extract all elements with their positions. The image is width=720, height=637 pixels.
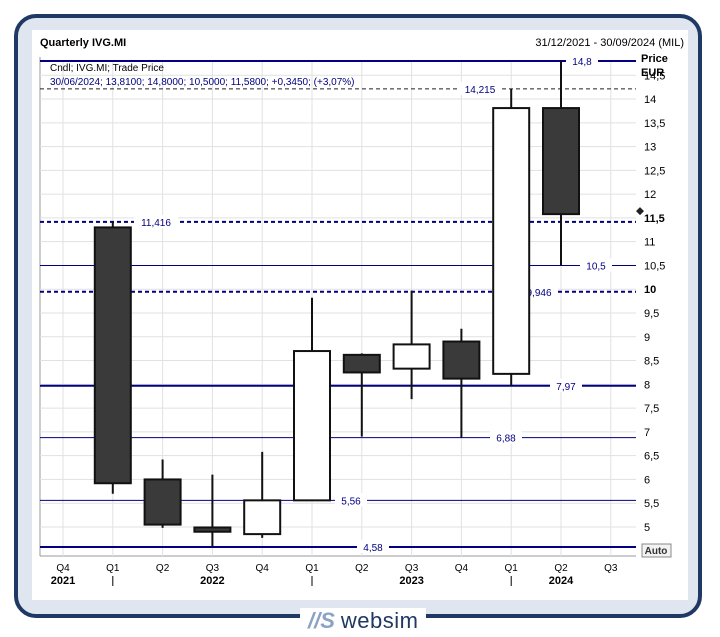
level-label-bg bbox=[550, 378, 582, 392]
y-tick-label: 14,5 bbox=[644, 70, 665, 82]
websim-logo-icon: //S bbox=[308, 608, 335, 633]
candle-body bbox=[542, 107, 580, 216]
y-tick-label: 9 bbox=[644, 332, 650, 344]
y-tick-label: 12 bbox=[644, 189, 656, 201]
y-tick-label: 6 bbox=[644, 474, 650, 486]
y-tick-label: 5,5 bbox=[644, 498, 659, 510]
candle bbox=[492, 88, 531, 386]
x-tick-label: Q2 bbox=[554, 563, 568, 574]
y-axis: 5 5,5 6 6,5 7 7,5 8 8,5 9 9,5 10 10,5 11 11,5 12 12,5 13… bbox=[644, 70, 665, 534]
legend-series: Cndl; IVG.MI; Trade Price bbox=[50, 63, 164, 74]
candle-body bbox=[442, 340, 481, 380]
x-tick-label: Q3 bbox=[405, 563, 419, 574]
level-label: 14,8 bbox=[572, 57, 592, 68]
candle bbox=[243, 451, 282, 538]
level-label-bg bbox=[134, 214, 178, 228]
y-tick-label: 7,5 bbox=[644, 403, 659, 415]
level-label-bg bbox=[580, 258, 612, 272]
y-tick-label: 11 bbox=[644, 237, 655, 249]
candle bbox=[442, 328, 481, 438]
level-label: 7,97 bbox=[556, 382, 576, 393]
y-tick-label: 13,5 bbox=[644, 118, 665, 130]
y-tick-label: 10 bbox=[644, 284, 656, 296]
candle-body bbox=[392, 343, 431, 370]
date-range: 31/12/2021 - 30/09/2024 (MIL) bbox=[535, 37, 684, 49]
candle-body bbox=[293, 350, 331, 502]
candle-body bbox=[342, 353, 381, 374]
candle bbox=[542, 61, 580, 266]
websim-logo-text: websim bbox=[340, 608, 419, 633]
last-price-diamond bbox=[636, 207, 644, 216]
y-tick-label: 10,5 bbox=[644, 260, 665, 272]
y-tick-label: 14 bbox=[644, 94, 656, 106]
websim-logo: //S websim bbox=[300, 608, 427, 634]
year-label: 2024 bbox=[549, 575, 574, 587]
candle-body bbox=[143, 478, 182, 526]
x-tick-label: Q1 bbox=[305, 563, 319, 574]
level-label-bg bbox=[335, 493, 367, 507]
x-tick-label: Q1 bbox=[505, 563, 519, 574]
x-tick-label: Q2 bbox=[355, 563, 369, 574]
axis-unit: EUR bbox=[641, 67, 664, 79]
candle-body bbox=[243, 499, 282, 536]
axis-title-price: Price bbox=[641, 53, 668, 65]
x-tick-label: Q4 bbox=[56, 563, 70, 574]
x-tick-label: Q3 bbox=[604, 563, 618, 574]
candle-body bbox=[193, 526, 232, 533]
x-axis: Q4 Q1 Q2 Q3 Q4 Q1 Q2 Q3 Q4 Q1 Q2 Q3 2021 2022 2023 2024 bbox=[51, 563, 618, 587]
y-tick-label: 11,5 bbox=[644, 213, 665, 225]
y-tick-label: 8 bbox=[644, 379, 650, 391]
y-tick-label: 13 bbox=[644, 142, 656, 154]
candle bbox=[93, 221, 132, 494]
y-tick-label: 6,5 bbox=[644, 451, 659, 463]
candle-body bbox=[93, 226, 132, 485]
level-label: 9,946 bbox=[526, 288, 551, 299]
candle bbox=[392, 290, 431, 400]
year-label: 2021 bbox=[51, 575, 75, 587]
y-tick-label: 9,5 bbox=[644, 308, 659, 320]
level-label: 5,56 bbox=[341, 496, 361, 507]
level-label-bg bbox=[357, 539, 389, 553]
level-label-bg bbox=[458, 81, 502, 95]
level-label: 14,215 bbox=[465, 85, 496, 96]
candle bbox=[293, 297, 331, 502]
year-label: 2022 bbox=[200, 575, 224, 587]
y-tick-label: 8,5 bbox=[644, 356, 659, 368]
x-tick-label: Q4 bbox=[455, 563, 469, 574]
x-tick-label: Q2 bbox=[156, 563, 170, 574]
candle bbox=[193, 474, 232, 547]
x-tick-label: Q1 bbox=[106, 563, 120, 574]
x-tick-label: Q4 bbox=[256, 563, 270, 574]
candle bbox=[143, 459, 182, 528]
year-label: 2023 bbox=[399, 575, 423, 587]
y-tick-label: 5 bbox=[644, 522, 650, 534]
level-label: 10,5 bbox=[586, 261, 606, 272]
level-label-bg bbox=[490, 430, 522, 444]
candle bbox=[342, 353, 381, 437]
chart-title: Quarterly IVG.MI bbox=[40, 37, 126, 49]
candles bbox=[93, 61, 580, 547]
last-price-marker bbox=[636, 207, 644, 216]
level-label: 6,88 bbox=[496, 434, 516, 445]
legend-values: 30/06/2024; 13,8100; 14,8000; 10,5000; 1… bbox=[50, 77, 355, 88]
level-lines: 14,8 14,215 11,416 10,5 9,946 7,97 6,88 5,56 4,5… bbox=[40, 54, 636, 554]
y-tick-label: 7 bbox=[644, 427, 650, 439]
level-label: 4,58 bbox=[363, 543, 383, 554]
level-label-bg bbox=[566, 54, 598, 67]
candle-body bbox=[492, 107, 531, 375]
level-label: 11,416 bbox=[141, 218, 171, 229]
y-tick-label: 12,5 bbox=[644, 165, 665, 177]
auto-scale-button[interactable]: Auto bbox=[641, 543, 672, 558]
x-tick-label: Q3 bbox=[206, 563, 220, 574]
auto-scale-label[interactable]: Auto bbox=[645, 546, 668, 557]
